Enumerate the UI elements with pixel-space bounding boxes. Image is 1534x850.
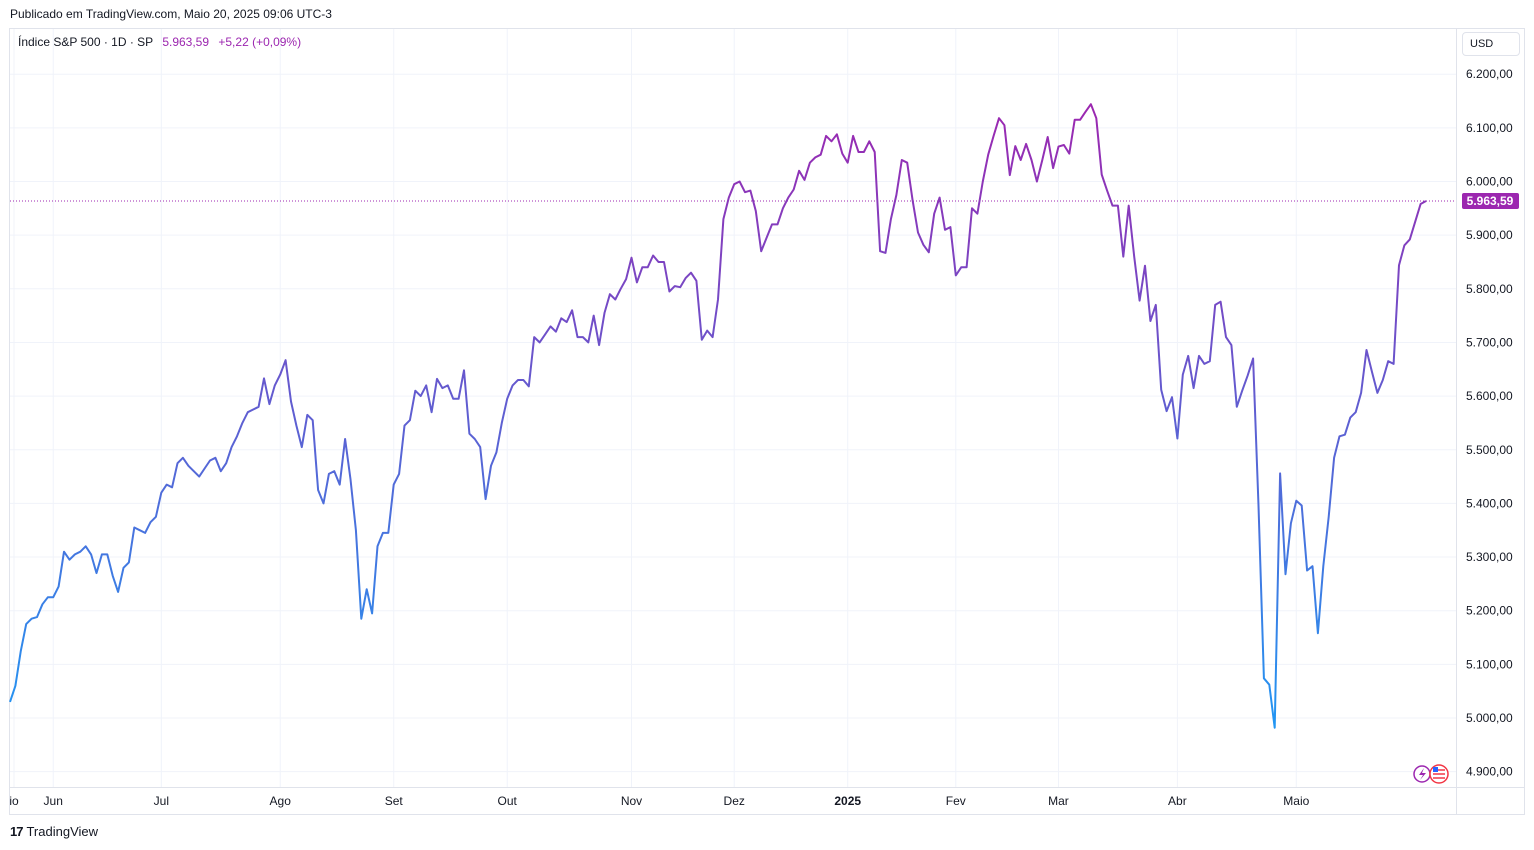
y-tick-label: 5.800,00 <box>1466 282 1513 296</box>
y-tick-label: 5.200,00 <box>1466 604 1513 618</box>
x-tick-label: Out <box>498 794 518 808</box>
last-price-tag <box>1462 193 1519 210</box>
currency-button[interactable]: USD <box>1462 32 1520 56</box>
x-tick-label: Abr <box>1168 794 1187 808</box>
lightning-bolt <box>1419 768 1426 780</box>
y-tick-label: 5.000,00 <box>1466 711 1513 725</box>
x-tick-label: 2025 <box>834 794 861 808</box>
y-tick-label: 5.300,00 <box>1466 550 1513 564</box>
flag-canton <box>1433 767 1438 772</box>
y-tick-label: 6.000,00 <box>1466 175 1513 189</box>
y-tick-label: 5.400,00 <box>1466 496 1513 510</box>
price-series-line <box>9 103 1427 729</box>
y-tick-label: 5.100,00 <box>1466 657 1513 671</box>
x-tick-label: io <box>9 794 19 808</box>
tradingview-brand: TradingView <box>26 824 99 839</box>
y-tick-label: 5.600,00 <box>1466 389 1513 403</box>
x-tick-label: Set <box>385 794 404 808</box>
x-tick-label: Jul <box>154 794 169 808</box>
legend-price: 5.963,59 <box>162 35 210 49</box>
x-tick-label: Maio <box>1283 794 1309 808</box>
y-tick-label: 4.900,00 <box>1466 765 1513 779</box>
published-caption: Publicado em TradingView.com, Maio 20, 2… <box>10 7 332 21</box>
x-tick-label: Nov <box>621 794 642 808</box>
legend-change: +5,22 (+0,09%) <box>218 35 302 49</box>
tradingview-mark-icon: 17 <box>10 824 24 839</box>
chart-legend[interactable]: Índice S&P 500 · 1D · SP 5.963,59 +5,22 … <box>18 35 301 49</box>
x-tick-label: Fev <box>946 794 966 808</box>
chart-frame <box>9 28 1525 815</box>
y-tick-label: 5.900,00 <box>1466 228 1513 242</box>
last-price-tag-label: 5.963,59 <box>1467 194 1514 208</box>
y-tick-label: 6.100,00 <box>1466 121 1513 135</box>
x-tick-label: Jun <box>44 794 63 808</box>
y-tick-label: 6.200,00 <box>1466 67 1513 81</box>
y-tick-label: 5.500,00 <box>1466 443 1513 457</box>
x-tick-label: Dez <box>724 794 745 808</box>
tradingview-logo[interactable]: 17 TradingView <box>10 824 98 839</box>
y-tick-label: 5.700,00 <box>1466 335 1513 349</box>
legend-symbol: Índice S&P 500 · 1D · SP <box>18 35 153 49</box>
x-tick-label: Mar <box>1048 794 1069 808</box>
x-tick-label: Ago <box>270 794 292 808</box>
